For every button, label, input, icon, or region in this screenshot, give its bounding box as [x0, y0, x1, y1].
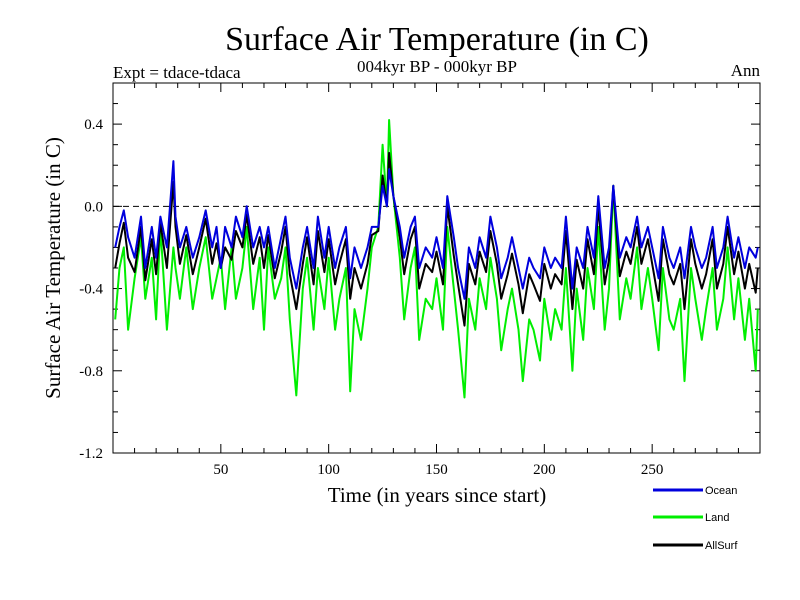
x-tick-label: 100: [317, 462, 340, 478]
axis-ticks: [113, 83, 760, 453]
legend-ocean-label: Ocean: [705, 485, 737, 497]
chart-subtitle: 004kyr BP - 000kyr BP: [357, 57, 517, 76]
y-tick-label: -1.2: [79, 446, 103, 462]
legend-land-label: Land: [705, 512, 729, 524]
chart-title: Surface Air Temperature (in C): [225, 21, 649, 58]
data-series: [114, 119, 759, 399]
experiment-label: Expt = tdace-tdaca: [113, 63, 241, 82]
x-tick-label: 150: [425, 462, 448, 478]
y-axis-label: Surface Air Temperature (in C): [41, 137, 65, 399]
axis-tick-labels: 50 100 150 200 250 -1.2 -0.8 -0.4 0.0 0.4: [79, 117, 663, 478]
legend-allsurf-label: AllSurf: [705, 540, 738, 552]
legend: Ocean Land AllSurf: [653, 485, 738, 552]
y-tick-label: -0.8: [79, 364, 103, 380]
series-line-ocean: [114, 160, 759, 300]
plot-area: 50 100 150 200 250 -1.2 -0.8 -0.4 0.0 0.4: [79, 82, 761, 478]
x-axis-label: Time (in years since start): [328, 483, 547, 507]
x-tick-label: 200: [533, 462, 556, 478]
y-tick-label: 0.4: [84, 117, 103, 133]
x-tick-label: 50: [213, 462, 228, 478]
x-tick-label: 250: [641, 462, 664, 478]
y-tick-label: 0.0: [84, 199, 103, 215]
season-label: Ann: [731, 61, 761, 80]
y-tick-label: -0.4: [79, 282, 103, 298]
